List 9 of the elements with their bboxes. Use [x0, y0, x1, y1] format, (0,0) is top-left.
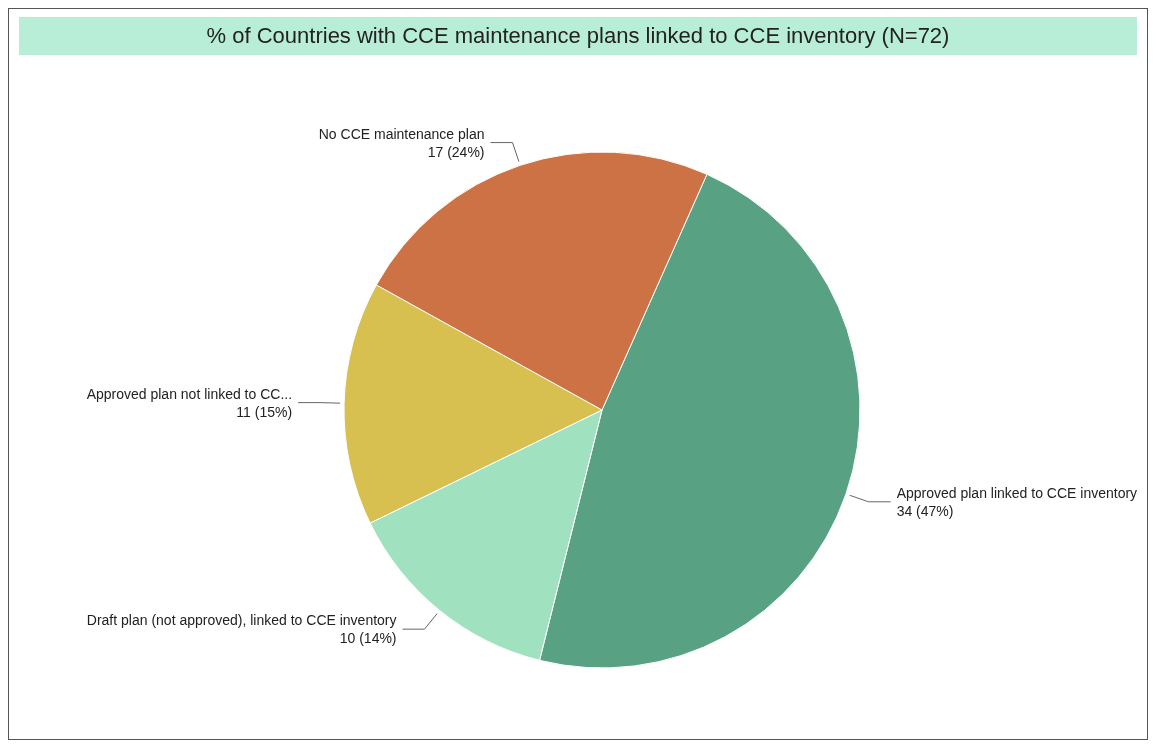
data-label: 11 (15%) [236, 403, 293, 420]
data-label: 10 (14%) [339, 630, 397, 647]
slice-label: Approved plan not linked to CC... [86, 385, 293, 402]
data-label: 17 (24%) [427, 143, 485, 160]
slice-label: Draft plan (not approved), linked to CCE inventory [86, 612, 397, 629]
slice-label: Approved plan linked to CCE inventory [896, 484, 1138, 501]
slice-label: No CCE maintenance plan [318, 125, 485, 142]
data-label: 34 (47%) [896, 502, 954, 519]
chart-title: % of Countries with CCE maintenance plans linked to CCE inventory (N=72) [19, 17, 1137, 55]
